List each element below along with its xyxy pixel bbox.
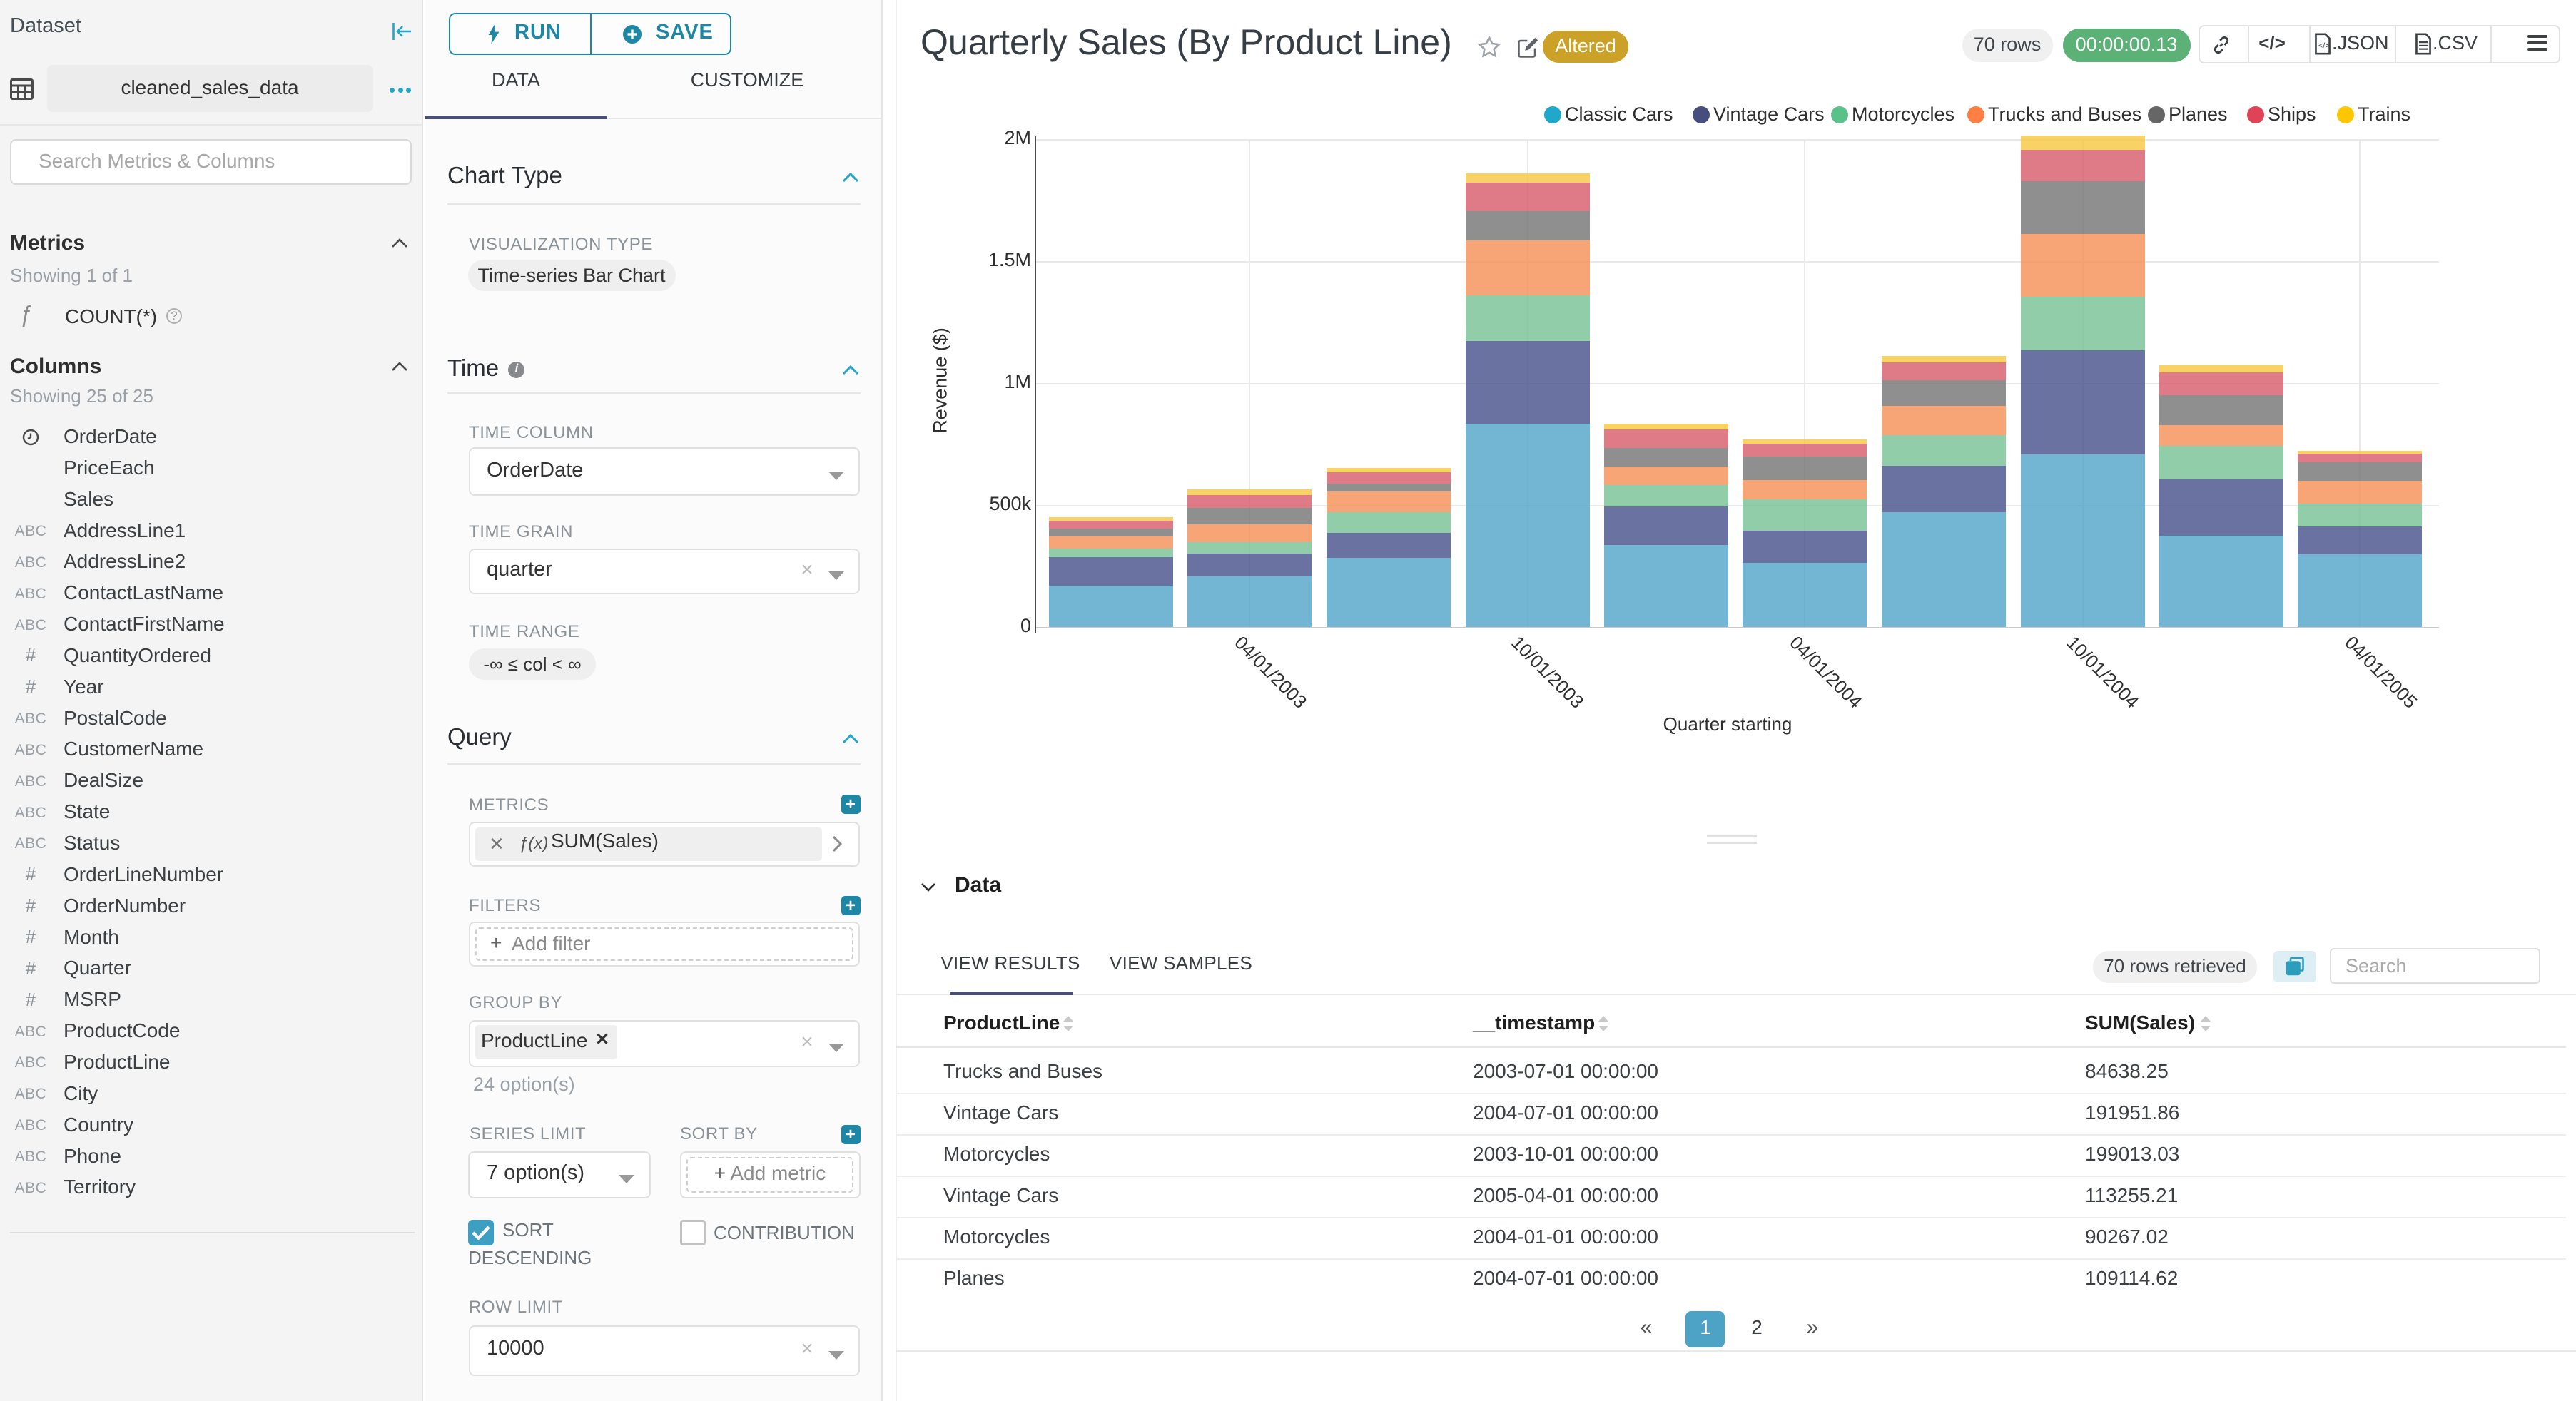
svg-text:</>: </> (2318, 41, 2330, 50)
